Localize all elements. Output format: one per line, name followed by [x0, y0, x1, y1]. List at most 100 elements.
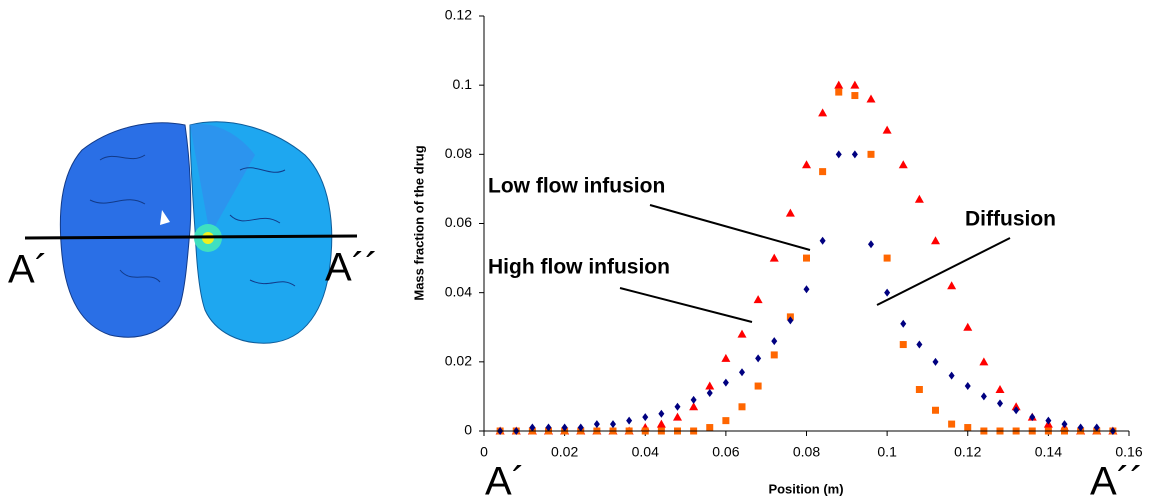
marker: [737, 329, 747, 338]
marker: [995, 385, 1005, 393]
marker: [851, 150, 858, 159]
brain-folds: [89, 154, 296, 287]
marker: [979, 357, 989, 366]
marker: [610, 420, 616, 429]
marker: [947, 281, 957, 290]
x-tick-label: 0: [480, 444, 488, 460]
annotation-line: [619, 287, 753, 323]
marker: [673, 412, 682, 421]
section-left-label: A´: [8, 248, 48, 292]
marker: [803, 254, 810, 262]
x-end-right-label: A´´: [1090, 460, 1143, 502]
left-hemisphere: [59, 122, 192, 338]
marker: [850, 80, 860, 89]
brain-image: A´ A´´: [8, 121, 378, 344]
x-tick-label: 0.12: [954, 444, 981, 460]
marker: [914, 194, 924, 203]
marker: [851, 92, 859, 100]
marker: [770, 351, 778, 359]
y-axis-label: Mass fraction of the drug: [411, 145, 426, 300]
marker: [884, 288, 891, 297]
marker: [867, 150, 875, 158]
marker: [769, 253, 779, 262]
marker: [705, 381, 715, 390]
marker: [755, 354, 762, 363]
marker: [593, 420, 600, 429]
x-tick-label: 0.04: [632, 444, 659, 460]
marker: [818, 108, 828, 117]
x-tick-label: 0.1: [877, 444, 897, 460]
x-end-left-label: A´: [485, 460, 525, 502]
section-line: [24, 234, 358, 240]
ventricles: [160, 210, 196, 274]
marker: [658, 409, 665, 418]
y-tick-label: 0.04: [445, 283, 472, 299]
marker: [948, 420, 956, 428]
marker: [689, 402, 699, 411]
annotation: Diffusion: [965, 208, 1056, 231]
marker: [722, 417, 730, 425]
x-tick-label: 0.02: [551, 444, 578, 460]
marker: [899, 341, 907, 349]
marker: [882, 125, 892, 134]
annotation: Low flow infusion: [488, 175, 665, 198]
y-tick-label: 0.02: [445, 353, 472, 369]
marker: [868, 240, 874, 249]
marker: [1045, 416, 1052, 425]
marker: [561, 423, 568, 432]
marker: [690, 395, 697, 404]
x-axis-label: Position (m): [768, 481, 843, 496]
marker: [674, 402, 681, 411]
marker: [529, 423, 536, 432]
marker: [753, 295, 763, 304]
marker: [883, 254, 891, 262]
marker: [916, 340, 923, 349]
annotation-line: [876, 237, 1011, 306]
marker: [706, 424, 714, 432]
marker: [964, 382, 971, 391]
marker: [898, 160, 908, 169]
marker: [785, 208, 795, 217]
marker: [722, 378, 729, 387]
marker: [1077, 423, 1084, 432]
annotation-line: [649, 204, 811, 251]
marker: [738, 403, 746, 411]
section-right-label: A´´: [325, 246, 378, 290]
marker: [834, 80, 844, 89]
y-tick-label: 0.08: [445, 145, 472, 161]
brain-shade: [190, 124, 255, 235]
marker: [963, 322, 973, 331]
marker: [835, 88, 843, 96]
y-tick-label: 0.12: [445, 7, 472, 23]
marker: [1061, 420, 1068, 429]
marker: [545, 423, 552, 432]
marker: [642, 413, 649, 422]
marker: [931, 236, 940, 245]
marker: [819, 236, 826, 245]
marker: [626, 416, 633, 425]
marker: [787, 316, 794, 325]
y-tick-label: 0: [464, 422, 472, 438]
marker: [932, 406, 939, 414]
marker: [706, 388, 713, 397]
marker: [835, 150, 842, 159]
x-tick-label: 0.14: [1035, 444, 1062, 460]
marker: [964, 424, 972, 432]
marker: [932, 357, 939, 366]
annotation: High flow infusion: [488, 256, 670, 279]
x-tick-label: 0.06: [712, 444, 739, 460]
marker: [948, 371, 955, 380]
marker: [754, 382, 762, 390]
marker: [980, 392, 987, 401]
marker: [656, 419, 666, 428]
marker: [819, 168, 827, 176]
marker: [915, 386, 923, 393]
marker: [900, 319, 907, 328]
plot: 0 0.02 0.04 0.06 0.08 0.1 0.12 0 0.02 0.04 0.06 0.0…: [445, 7, 1143, 460]
y-tick-label: 0.06: [445, 214, 472, 230]
marker: [997, 399, 1003, 408]
marker: [1093, 423, 1100, 432]
marker: [1029, 413, 1036, 422]
marker: [721, 353, 731, 362]
